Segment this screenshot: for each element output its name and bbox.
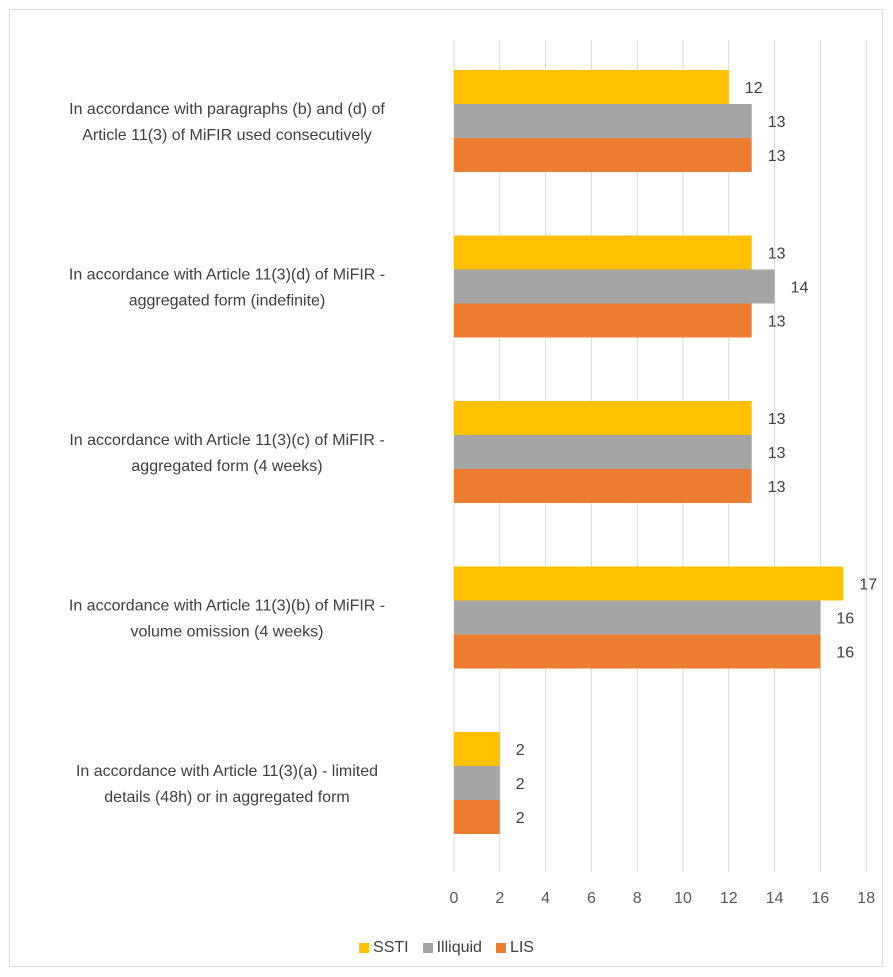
x-tick-label: 6 [587,890,596,907]
data-label: 13 [768,411,786,428]
data-label: 2 [516,742,525,759]
bar-ssti [454,566,844,601]
x-axis-ticks: 0 2 4 6 8 10 12 14 16 18 [450,890,876,907]
category-label: details (48h) or in aggregated form [104,789,349,806]
bar-chart: 12 13 13 13 14 13 13 13 13 17 16 16 2 2 2 In accordanc… [69,40,877,907]
data-label: 13 [768,148,786,165]
legend-swatch [495,943,506,953]
category-label: volume omission (4 weeks) [131,624,324,641]
x-tick-label: 0 [450,890,459,907]
category-label: In accordance with Article 11(3)(a) - li… [76,763,378,780]
data-label: 13 [768,114,786,131]
bar-lis [454,634,821,669]
bar-ssti [454,235,752,270]
legend-item-lis: LIS [495,939,534,957]
x-tick-label: 4 [541,890,550,907]
category-label: In accordance with Article 11(3)(c) of M… [69,432,384,449]
category-label: aggregated form (4 weeks) [131,458,322,475]
x-tick-label: 10 [674,890,692,907]
bar-illiquid [454,269,775,304]
bar-illiquid [454,600,821,635]
category-label: In accordance with Article 11(3)(b) of M… [69,598,385,615]
data-label: 16 [836,611,854,628]
bar-ssti [454,70,729,104]
x-tick-label: 18 [857,890,875,907]
legend-label: SSTI [373,939,409,956]
data-label: 12 [745,80,763,97]
data-label: 13 [768,246,786,263]
legend-label: LIS [509,939,534,956]
category-label: In accordance with Article 11(3)(d) of M… [69,267,385,284]
category-labels: In accordance with paragraphs (b) and (d… [69,101,386,806]
bar-lis [454,303,752,338]
x-tick-label: 14 [766,890,784,907]
x-tick-label: 12 [720,890,738,907]
category-label: aggregated form (indefinite) [129,293,326,310]
data-label: 2 [516,810,525,827]
legend: SSTI Illiquid LIS [0,936,893,960]
legend-label: Illiquid [436,939,482,956]
x-tick-label: 2 [495,890,504,907]
legend-swatch [422,943,433,953]
x-tick-label: 8 [633,890,642,907]
data-labels: 12 13 13 13 14 13 13 13 13 17 16 16 2 2 2 [516,80,877,827]
category-label: In accordance with paragraphs (b) and (d… [69,101,385,118]
legend-item-ssti: SSTI [359,939,409,957]
data-label: 17 [859,577,877,594]
legend-swatch [359,943,370,953]
x-tick-label: 16 [812,890,830,907]
category-label: Article 11(3) of MiFIR used consecutivel… [82,127,372,144]
bars [454,70,844,834]
data-label: 13 [768,445,786,462]
bar-illiquid [454,435,752,469]
legend-item-illiquid: Illiquid [422,939,482,957]
data-label: 14 [791,280,809,297]
data-label: 13 [768,479,786,496]
bar-lis [454,138,752,172]
data-label: 16 [836,645,854,662]
bar-lis [454,469,752,503]
data-label: 2 [516,776,525,793]
bar-ssti [454,732,500,766]
bar-illiquid [454,766,500,800]
bar-lis [454,800,500,834]
data-label: 13 [768,314,786,331]
bar-illiquid [454,104,752,138]
bar-ssti [454,401,752,435]
